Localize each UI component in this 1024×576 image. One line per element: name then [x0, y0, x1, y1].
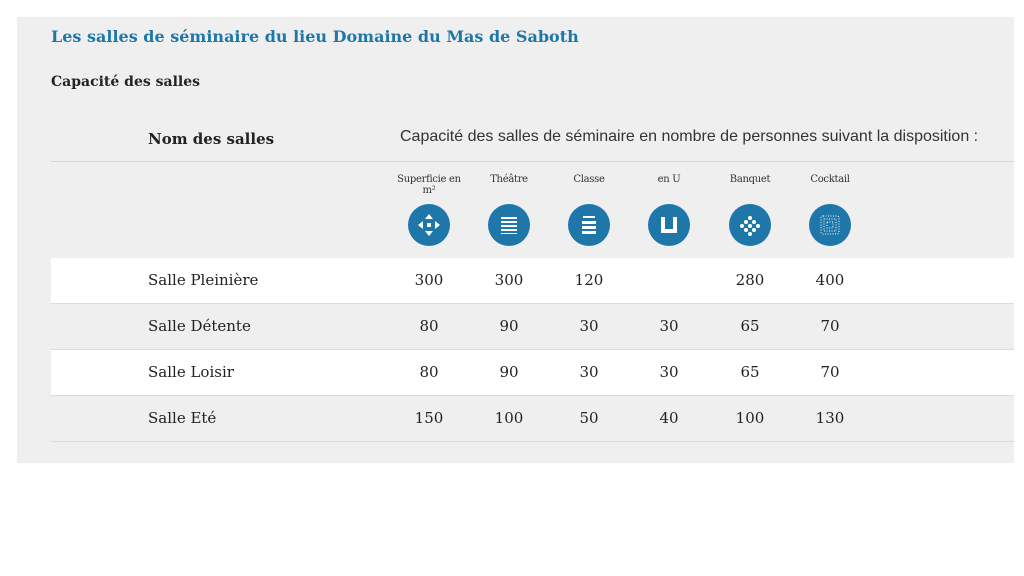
cell-en-u: 30 — [659, 317, 679, 335]
column-banquet: Banquet — [717, 174, 783, 246]
cell-cocktail: 130 — [815, 409, 845, 427]
cell-theatre: 100 — [494, 409, 524, 427]
theatre-rows-icon — [488, 204, 530, 246]
cell-theatre: 90 — [499, 363, 519, 381]
table-row: Salle Pleinière 300 300 120 280 400 — [51, 258, 1014, 304]
capacity-caption: Capacité des salles de séminaire en nomb… — [400, 128, 979, 145]
room-name-header: Nom des salles — [148, 130, 275, 148]
u-shape-icon — [648, 204, 690, 246]
cell-banquet: 280 — [735, 271, 765, 289]
table-row: Salle Loisir 80 90 30 30 65 70 — [51, 350, 1014, 396]
column-cocktail: Cocktail — [797, 174, 863, 246]
table-row: Salle Eté 150 100 50 40 100 130 — [51, 396, 1014, 442]
section-subtitle: Capacité des salles — [51, 74, 200, 90]
cell-cocktail: 70 — [820, 363, 840, 381]
cell-classe: 120 — [574, 271, 604, 289]
cell-cocktail: 70 — [820, 317, 840, 335]
cell-en-u: 30 — [659, 363, 679, 381]
classroom-icon — [568, 204, 610, 246]
cocktail-icon — [809, 204, 851, 246]
cell-classe: 30 — [579, 317, 599, 335]
column-label: Banquet — [729, 174, 771, 185]
column-classe: Classe — [556, 174, 622, 246]
room-name: Salle Détente — [148, 317, 251, 335]
cell-theatre: 300 — [494, 271, 524, 289]
banquet-icon — [729, 204, 771, 246]
cell-superficie: 80 — [419, 363, 439, 381]
cell-theatre: 90 — [499, 317, 519, 335]
column-superficie: Superficie en m² — [396, 174, 462, 246]
column-label: Classe — [573, 174, 605, 185]
room-name: Salle Loisir — [148, 363, 234, 381]
seminar-rooms-panel: Les salles de séminaire du lieu Domaine … — [17, 17, 1014, 463]
cell-en-u: 40 — [659, 409, 679, 427]
arrows-cross-icon — [408, 204, 450, 246]
cell-classe: 30 — [579, 363, 599, 381]
column-label: Théâtre — [490, 174, 528, 185]
cell-classe: 50 — [579, 409, 599, 427]
table-row: Salle Détente 80 90 30 30 65 70 — [51, 304, 1014, 350]
column-theatre: Théâtre — [476, 174, 542, 246]
cell-superficie: 300 — [414, 271, 444, 289]
cell-superficie: 80 — [419, 317, 439, 335]
column-label: Superficie en m² — [397, 174, 461, 196]
room-name: Salle Pleinière — [148, 271, 259, 289]
column-en-u: en U — [636, 174, 702, 246]
cell-superficie: 150 — [414, 409, 444, 427]
cell-banquet: 65 — [740, 317, 760, 335]
page-title: Les salles de séminaire du lieu Domaine … — [51, 27, 579, 46]
cell-cocktail: 400 — [815, 271, 845, 289]
room-name: Salle Eté — [148, 409, 217, 427]
column-label: Cocktail — [810, 174, 850, 185]
header-divider — [51, 161, 1014, 162]
column-label: en U — [657, 174, 681, 185]
cell-banquet: 100 — [735, 409, 765, 427]
cell-banquet: 65 — [740, 363, 760, 381]
